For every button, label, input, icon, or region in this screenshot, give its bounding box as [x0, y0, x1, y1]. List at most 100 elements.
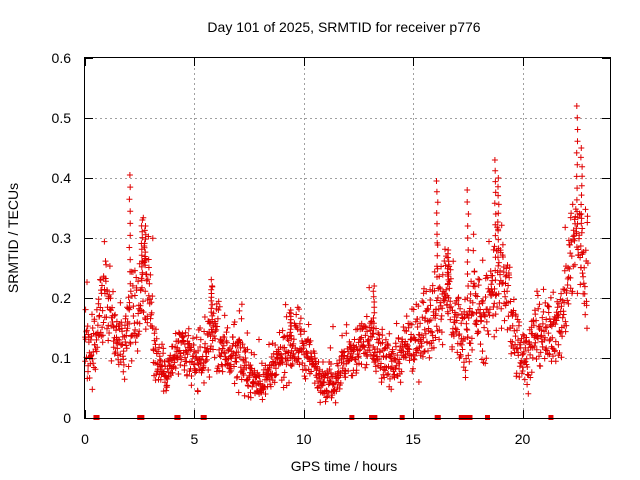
data-point	[403, 313, 410, 320]
data-point	[335, 362, 341, 369]
data-point	[132, 339, 139, 346]
data-point	[365, 336, 372, 343]
data-point	[393, 362, 400, 369]
data-point	[102, 278, 109, 285]
data-point	[138, 277, 145, 284]
data-point	[533, 346, 540, 353]
spike-point	[371, 299, 378, 305]
data-point	[91, 316, 98, 323]
data-point	[135, 278, 142, 285]
data-point	[581, 290, 588, 297]
data-point	[418, 340, 425, 347]
spike-point	[578, 192, 585, 199]
data-point	[220, 342, 227, 349]
spike-point	[288, 335, 295, 342]
data-point	[151, 330, 158, 337]
data-point	[93, 336, 100, 343]
data-point	[238, 376, 245, 383]
data-point	[516, 363, 523, 370]
data-point	[466, 305, 473, 312]
data-point	[486, 306, 493, 313]
data-point	[280, 334, 287, 341]
data-point	[559, 314, 566, 321]
data-point	[571, 237, 578, 244]
data-point	[114, 340, 121, 347]
data-point	[421, 326, 428, 333]
data-point	[427, 328, 434, 335]
data-point	[104, 288, 111, 295]
y-tick-label: 0	[63, 410, 71, 426]
data-point	[379, 326, 386, 333]
spike-point	[209, 316, 216, 323]
data-point	[126, 304, 133, 311]
data-point	[231, 380, 238, 387]
data-point	[439, 341, 446, 348]
data-point	[394, 352, 401, 359]
data-point	[507, 298, 514, 305]
data-point	[495, 259, 502, 266]
data-point	[551, 347, 558, 354]
data-point	[514, 327, 520, 334]
spike-point	[434, 263, 440, 270]
data-point	[235, 349, 242, 356]
data-point	[308, 368, 315, 375]
data-point	[135, 310, 142, 317]
data-point	[533, 317, 540, 324]
spike-point	[578, 211, 585, 217]
data-point	[111, 312, 118, 319]
data-point	[506, 274, 513, 281]
data-point	[147, 296, 153, 303]
data-point	[495, 290, 502, 297]
axis-ticks	[85, 58, 610, 419]
data-point	[215, 307, 222, 313]
data-point	[300, 342, 307, 349]
data-point	[99, 307, 106, 314]
data-point	[491, 333, 498, 340]
data-point	[102, 258, 109, 265]
data-point	[570, 233, 577, 240]
data-point	[537, 349, 544, 356]
data-point	[290, 340, 297, 347]
data-point	[537, 363, 544, 370]
data-point	[279, 327, 286, 334]
data-point	[99, 332, 106, 339]
data-point	[465, 352, 472, 359]
data-point	[419, 298, 426, 305]
data-point	[427, 302, 434, 309]
data-point	[183, 358, 190, 365]
spike-point	[578, 145, 585, 151]
data-point	[575, 246, 582, 253]
data-point	[573, 225, 580, 232]
spike-point	[434, 220, 440, 227]
data-point	[142, 326, 149, 333]
spike-point	[495, 183, 501, 190]
data-point	[244, 346, 251, 353]
data-point	[511, 327, 518, 334]
data-point	[562, 318, 569, 325]
data-point	[422, 330, 429, 337]
zero-value-marker	[548, 415, 554, 420]
data-point	[131, 292, 138, 299]
data-point	[491, 285, 498, 292]
data-point	[127, 339, 133, 346]
data-point	[475, 329, 482, 336]
data-point	[256, 336, 262, 343]
data-point	[454, 326, 460, 333]
data-point	[362, 332, 369, 339]
data-point	[512, 333, 519, 340]
data-point	[482, 294, 489, 300]
data-point	[213, 326, 220, 333]
spike-point	[371, 304, 378, 311]
spike-point	[444, 254, 451, 261]
spike-point	[371, 283, 378, 289]
spike-point	[288, 323, 295, 329]
data-point	[88, 352, 95, 358]
data-point	[311, 380, 318, 387]
data-point	[546, 337, 553, 344]
data-point	[106, 263, 113, 270]
data-point	[204, 345, 211, 352]
data-point	[329, 381, 336, 388]
data-point	[322, 398, 329, 405]
data-point	[353, 367, 360, 374]
data-point	[216, 303, 223, 310]
